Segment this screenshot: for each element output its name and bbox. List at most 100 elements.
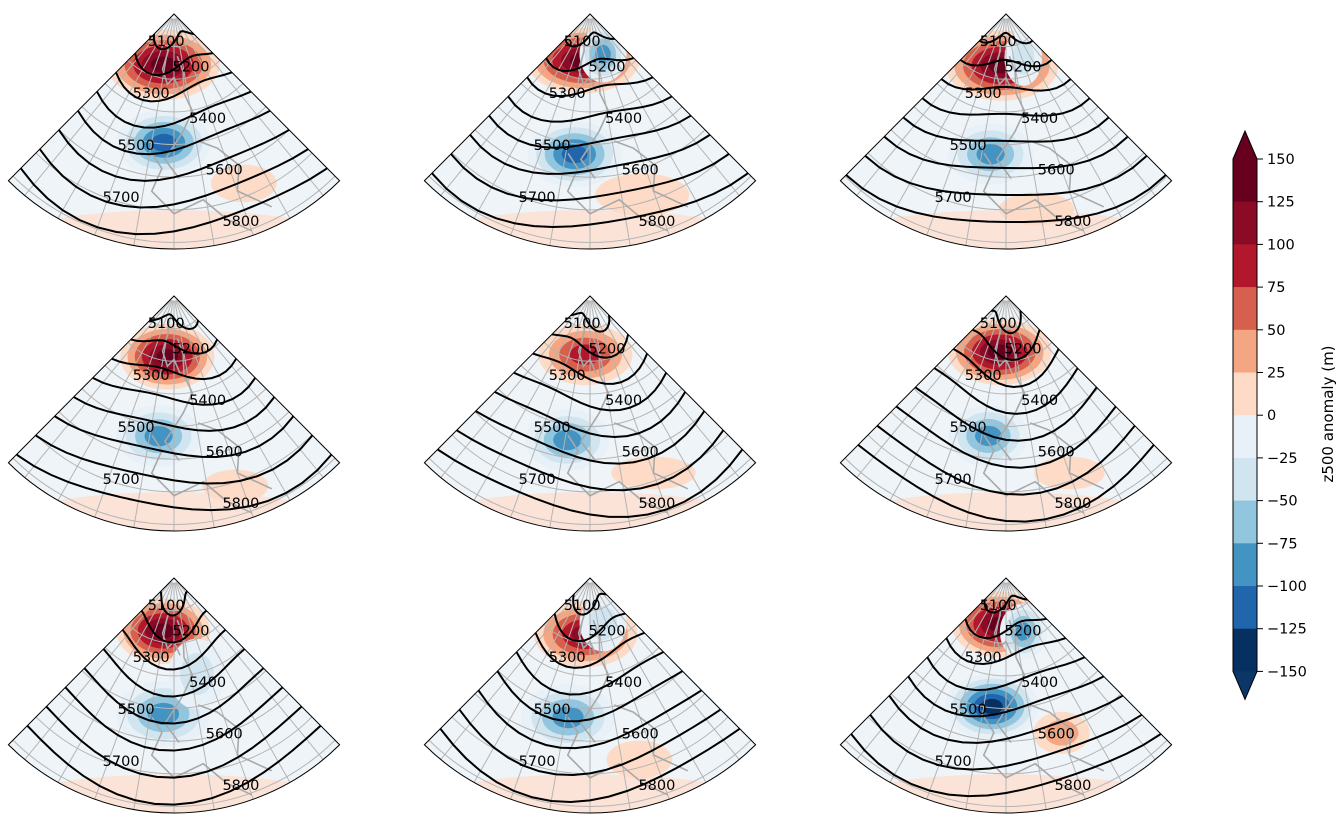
contour-label: 5300: [549, 86, 586, 102]
negative-anomaly-contour: [981, 698, 1003, 715]
height-contour: [424, 158, 756, 229]
height-contour: [983, 594, 1032, 614]
parallel-line: [428, 175, 752, 243]
contour-label: 5500: [118, 420, 155, 436]
height-contour: [956, 55, 1056, 68]
contour-label: 5500: [534, 420, 571, 436]
coastline: [163, 55, 194, 179]
meridian-line: [174, 300, 217, 531]
coastline: [995, 55, 1026, 179]
height-contour: [72, 100, 281, 156]
height-contour: [968, 325, 1043, 362]
meridian-line: [591, 18, 674, 247]
parallel-line: [982, 318, 1030, 330]
height-contour: [133, 47, 219, 77]
contour-label: 5300: [965, 650, 1002, 666]
meridian-line: [1006, 582, 1049, 814]
meridian-line: [922, 582, 1005, 811]
meridian-line: [883, 299, 1005, 511]
meridian-line: [848, 17, 1004, 205]
parallel-line: [12, 175, 336, 243]
colorbar-title: z500 anomaly (m): [1319, 345, 1337, 482]
coastline: [995, 619, 1026, 743]
parallel-line: [936, 647, 1076, 677]
height-contour: [902, 666, 1114, 718]
contour-label: 5600: [622, 444, 659, 460]
contour-label: 5400: [605, 675, 642, 691]
parallel-line: [474, 693, 706, 742]
height-contour: [443, 417, 733, 492]
parallel-line: [982, 600, 1030, 612]
colorbar-extend-max: [1233, 131, 1257, 159]
contour-label: 5200: [1005, 342, 1042, 358]
contour-label: 5300: [133, 86, 170, 102]
contour-label: 5500: [534, 702, 571, 718]
meridian-line: [592, 581, 748, 769]
colorbar-segment: [1233, 457, 1257, 502]
contour-label: 5400: [605, 111, 642, 127]
colorbar: 150 125 100 75 50 25 0 −25 −50 −75 −100 −125 −150 z5…: [1232, 129, 1337, 701]
parallel-line: [844, 739, 1168, 807]
colorbar-tick-label: −25: [1267, 451, 1298, 467]
meridian-line: [16, 299, 172, 487]
height-contour: [874, 125, 1138, 170]
contour-label: 5500: [950, 702, 987, 718]
colorbar-segment: [1233, 244, 1257, 288]
colorbar-tick-label: 50: [1267, 323, 1285, 339]
height-contour: [947, 343, 1063, 388]
height-contour: [895, 107, 1117, 143]
contour-label: 5200: [173, 342, 210, 358]
height-contour: [482, 105, 701, 149]
height-contour: [97, 642, 252, 698]
parallel-line: [936, 83, 1076, 113]
height-contour: [23, 421, 322, 485]
parallel-line: [982, 36, 1030, 48]
parallel-line: [844, 457, 1168, 525]
height-contour: [906, 378, 1104, 442]
height-contour: [523, 70, 660, 98]
meridian-line: [16, 17, 172, 205]
meridian-line: [506, 18, 589, 247]
map-frame: [7, 577, 341, 814]
height-contour: [450, 696, 734, 777]
contour-label: 5700: [935, 190, 972, 206]
meridian-line: [506, 582, 589, 811]
contour-label: 5800: [638, 214, 675, 230]
colorbar-tick-label: −75: [1267, 536, 1298, 552]
meridian-line: [51, 17, 173, 229]
colorbar-tick-label: 75: [1267, 280, 1285, 296]
height-contour: [51, 118, 301, 182]
height-contour: [943, 630, 1073, 665]
coastline: [993, 600, 1013, 656]
meridian-line: [1006, 300, 1049, 531]
map-frame: [423, 13, 757, 250]
parallel-line: [844, 175, 1168, 243]
height-contour: [470, 679, 713, 750]
contour-label: 5400: [1021, 393, 1058, 409]
positive-anomaly-contour: [595, 173, 690, 216]
meridian-line: [506, 300, 589, 529]
contour-label: 5800: [222, 496, 259, 512]
parallel-line: [890, 129, 1122, 178]
coastline: [577, 318, 597, 374]
colorbar-tick-label: −150: [1267, 664, 1307, 680]
colorbar-extend-min: [1233, 671, 1257, 700]
contour-label: 5700: [519, 754, 556, 770]
meridian-line: [175, 300, 258, 529]
meridian-line: [592, 299, 748, 487]
contour-label: 5300: [965, 368, 1002, 384]
contour-label: 5300: [133, 368, 170, 384]
parallel-line: [520, 83, 660, 113]
coastline: [197, 140, 273, 208]
contour-label: 5400: [605, 393, 642, 409]
meridian-line: [1007, 17, 1129, 229]
coastline: [579, 55, 610, 179]
meridian-line: [90, 300, 173, 529]
height-contour: [572, 591, 610, 616]
contour-label: 5100: [980, 316, 1017, 332]
height-contour: [915, 90, 1097, 117]
meridian-line: [467, 299, 589, 511]
